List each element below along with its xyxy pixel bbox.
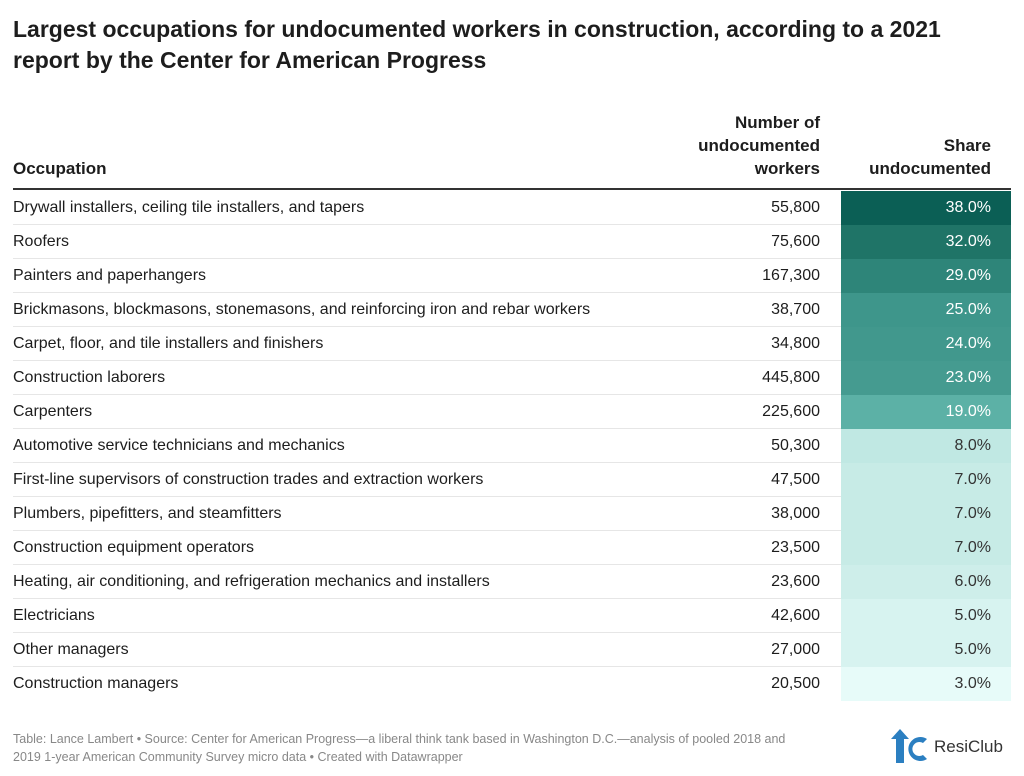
share-cell: 7.0% (841, 497, 1011, 531)
occupation-cell: Drywall installers, ceiling tile install… (13, 199, 365, 216)
resiclub-logo: ResiClub (887, 727, 1017, 765)
share-cell: 5.0% (841, 599, 1011, 633)
table-row: Plumbers, pipefitters, and steamfitters 3… (13, 497, 1011, 531)
table-row: Carpenters 225,600 19.0% (13, 395, 1011, 429)
table-header: Occupation Number of undocumented worker… (13, 108, 1011, 190)
share-cell: 19.0% (841, 395, 1011, 429)
number-cell: 34,800 (771, 335, 820, 352)
logo-text: ResiClub (934, 737, 1003, 756)
table-row: Construction equipment operators 23,500 7.… (13, 531, 1011, 565)
header-text: undocumented (869, 159, 991, 178)
occupation-cell: Construction managers (13, 675, 179, 692)
share-cell: 6.0% (841, 565, 1011, 599)
occupation-cell: Electricians (13, 607, 95, 624)
number-cell: 27,000 (771, 641, 820, 658)
share-cell: 25.0% (841, 293, 1011, 327)
header-text: workers (754, 159, 820, 178)
chart-title: Largest occupations for undocumented wor… (13, 16, 941, 73)
occupation-cell: Other managers (13, 641, 129, 658)
occupation-cell: Automotive service technicians and mecha… (13, 437, 345, 454)
share-cell: 8.0% (841, 429, 1011, 463)
footer-line: 2019 1-year American Community Survey mi… (13, 750, 463, 764)
table-row: Carpet, floor, and tile installers and f… (13, 327, 1011, 361)
table-row: Drywall installers, ceiling tile install… (13, 191, 1011, 225)
occupation-cell: Carpenters (13, 403, 93, 420)
occupation-cell: Plumbers, pipefitters, and steamfitters (13, 505, 282, 522)
occupation-cell: Heating, air conditioning, and refrigera… (13, 573, 490, 590)
number-cell: 42,600 (771, 607, 820, 624)
table-row: Other managers 27,000 5.0% (13, 633, 1011, 667)
occupation-cell: Roofers (13, 233, 70, 250)
share-cell: 29.0% (841, 259, 1011, 293)
footer-notes: Table: Lance Lambert • Source: Center fo… (13, 730, 873, 766)
column-header-occupation: Occupation (13, 159, 107, 178)
occupation-cell: Construction equipment operators (13, 539, 255, 556)
header-text: undocumented (698, 136, 820, 155)
share-cell: 23.0% (841, 361, 1011, 395)
share-cell: 32.0% (841, 225, 1011, 259)
table-row: Electricians 42,600 5.0% (13, 599, 1011, 633)
occupation-cell: First-line supervisors of construction t… (13, 471, 484, 488)
share-cell: 24.0% (841, 327, 1011, 361)
number-cell: 23,600 (771, 573, 820, 590)
table-row: Painters and paperhangers 167,300 29.0% (13, 259, 1011, 293)
share-cell: 38.0% (841, 191, 1011, 225)
table-body: Drywall installers, ceiling tile install… (13, 191, 1011, 701)
table-row: Brickmasons, blockmasons, stonemasons, a… (13, 293, 1011, 327)
table-row: Construction laborers 445,800 23.0% (13, 361, 1011, 395)
occupation-cell: Brickmasons, blockmasons, stonemasons, a… (13, 301, 591, 318)
share-cell: 7.0% (841, 531, 1011, 565)
number-cell: 38,700 (771, 301, 820, 318)
table-row: Construction managers 20,500 3.0% (13, 667, 1011, 701)
table-row: First-line supervisors of construction t… (13, 463, 1011, 497)
number-cell: 20,500 (771, 675, 820, 692)
share-cell: 5.0% (841, 633, 1011, 667)
footer-line: Table: Lance Lambert • Source: Center fo… (13, 732, 786, 746)
table-row: Heating, air conditioning, and refrigera… (13, 565, 1011, 599)
table-row: Automotive service technicians and mecha… (13, 429, 1011, 463)
number-cell: 23,500 (771, 539, 820, 556)
number-cell: 38,000 (771, 505, 820, 522)
number-cell: 47,500 (771, 471, 820, 488)
number-cell: 55,800 (771, 199, 820, 216)
number-cell: 225,600 (762, 403, 820, 420)
header-text: Number of (735, 113, 820, 132)
number-cell: 50,300 (771, 437, 820, 454)
number-cell: 167,300 (762, 267, 820, 284)
share-cell: 7.0% (841, 463, 1011, 497)
share-cell: 3.0% (841, 667, 1011, 701)
table-row: Roofers 75,600 32.0% (13, 225, 1011, 259)
logo-mark-icon (891, 729, 927, 763)
number-cell: 75,600 (771, 233, 820, 250)
header-text: Share (943, 136, 991, 155)
column-header-share: Share undocumented (841, 134, 991, 180)
number-cell: 445,800 (762, 369, 820, 386)
occupation-cell: Painters and paperhangers (13, 267, 207, 284)
occupation-cell: Carpet, floor, and tile installers and f… (13, 335, 324, 352)
column-header-number: Number of undocumented workers (670, 111, 820, 180)
occupation-cell: Construction laborers (13, 369, 166, 386)
